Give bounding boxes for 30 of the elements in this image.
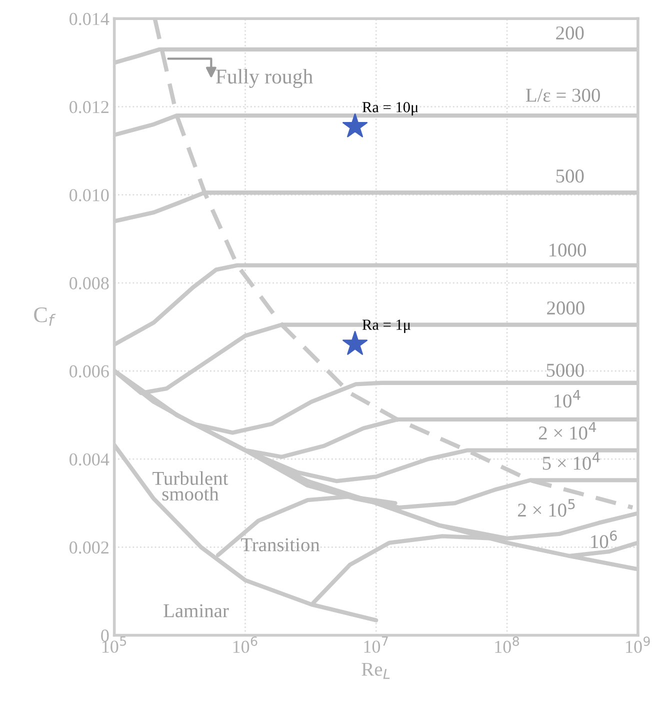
annotation: L/ε = 300 [526, 88, 600, 102]
x-axis-title: Re$_{L}$ [362, 662, 390, 679]
annotation: 2 × 10$^{4}$ [538, 422, 596, 440]
x-tick-label: 10$^{9}$ [626, 636, 650, 653]
annotation: 10$^{6}$ [591, 530, 617, 548]
annotation: Fully rough [216, 68, 313, 88]
series-label: Ra = 1μ [362, 320, 410, 334]
annotation: 500 [556, 169, 584, 183]
y-tick-label: 0.012 [70, 100, 108, 114]
annotation: 10$^{4}$ [554, 390, 580, 408]
series-label: Ra = 10μ [362, 102, 418, 116]
y-tick-label: 0.008 [70, 277, 109, 290]
y-tick-label: 0.002 [70, 541, 108, 554]
x-tick-label: 10$^{7}$ [364, 636, 388, 653]
annotation: 2000 [547, 301, 584, 315]
y-tick-label: 0.006 [70, 365, 109, 378]
y-tick-label: 0.010 [70, 189, 109, 202]
x-tick-label: 10$^{6}$ [233, 636, 258, 653]
annotation: Turbulent smooth [152, 471, 228, 501]
annotation: 200 [556, 26, 584, 40]
y-axis-title: C$_{f}$ [34, 307, 56, 326]
annotation: Transition [241, 538, 320, 552]
annotation: 2 × 10$^{5}$ [518, 499, 575, 517]
y-tick-label: 0.014 [70, 12, 110, 26]
annotation: Laminar [164, 604, 229, 618]
x-tick-label: 10$^{8}$ [495, 636, 519, 653]
annotation: 5000 [546, 364, 584, 377]
annotation: 1000 [550, 243, 586, 257]
annotation: 5 × 10$^{4}$ [542, 452, 600, 470]
y-tick-label: 0.004 [70, 453, 110, 466]
